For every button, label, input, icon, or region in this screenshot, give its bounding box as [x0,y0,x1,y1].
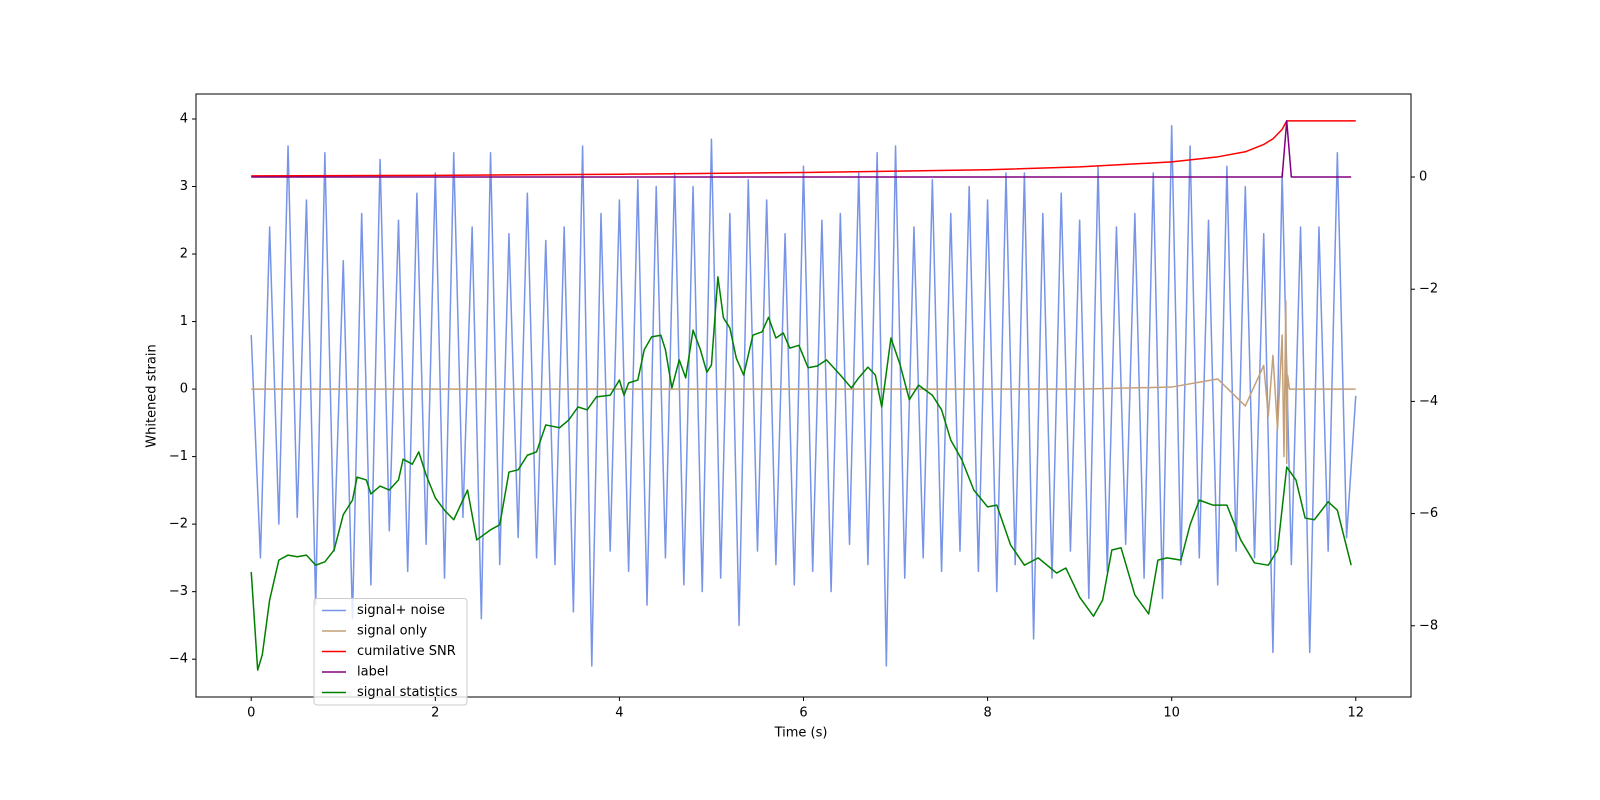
series-line [251,120,1352,178]
x-tick-label: 8 [983,706,991,721]
legend-label: signal statistics [357,685,458,700]
y-tick-label: 0 [180,382,188,397]
y-tick-label: 1 [180,314,188,329]
x-tick-label: 0 [247,706,255,721]
y-tick-label: 3 [180,179,188,194]
y2-tick-label: 0 [1419,170,1427,185]
series-line [251,300,1356,465]
legend: signal+ noise signal only cumilative SNR la… [313,598,468,706]
y2-tick-label: −2 [1419,282,1438,297]
legend-box [313,598,468,706]
series-line [250,124,1357,667]
legend-label: signal+ noise [357,603,445,618]
y-tick-label: 2 [180,247,188,262]
y2-tick-label: −6 [1419,506,1438,521]
x-tick-label: 2 [431,706,439,721]
y-tick-label: −1 [169,449,188,464]
x-tick-label: 10 [1163,706,1180,721]
y-tick-label: −4 [169,652,188,667]
series-line [251,120,1356,177]
x-tick-label: 4 [615,706,623,721]
plot-area [250,120,1357,671]
y-tick-label: 4 [180,111,188,126]
x-tick-label: 6 [799,706,807,721]
y2-tick-label: −4 [1419,394,1438,409]
x-tick-label: 12 [1347,706,1364,721]
legend-label: signal only [357,624,427,639]
y-tick-label: −3 [169,584,188,599]
y-axis-label: Whitened strain [145,344,160,447]
y-tick-label: −2 [169,517,188,532]
series-line [250,276,1352,671]
x-axis-label: Time (s) [774,726,828,741]
legend-label: label [357,665,388,680]
legend-label: cumilative SNR [357,644,456,659]
y2-tick-label: −8 [1419,618,1438,633]
